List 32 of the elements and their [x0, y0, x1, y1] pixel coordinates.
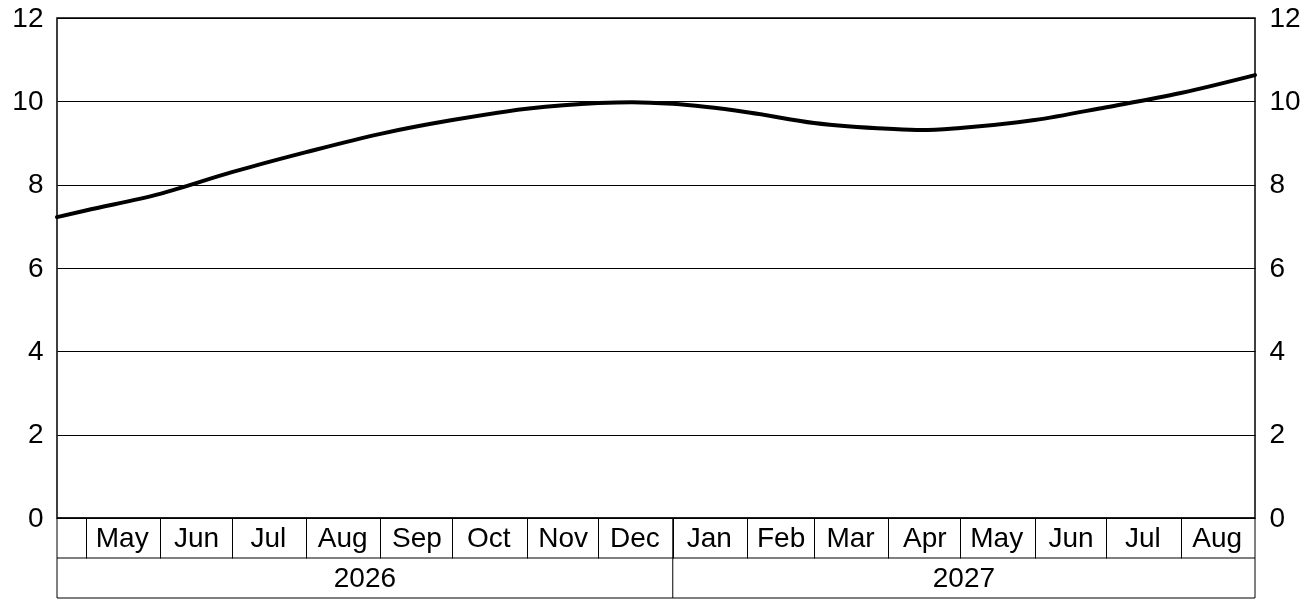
y-tick-label: 0	[27, 501, 44, 533]
y2-tick-label: 6	[1269, 251, 1286, 283]
y-tick-label: 4	[27, 334, 44, 366]
y-tick-label: 8	[27, 168, 44, 200]
x-tick-label: Jul	[250, 521, 287, 553]
x-tick-label: Jan	[686, 521, 732, 553]
text: 2027	[932, 562, 996, 593]
y2-tick-label: 2	[1269, 418, 1286, 450]
x-tick-label: Apr	[903, 521, 947, 553]
x-tick-label: Aug	[317, 521, 368, 553]
y-tick-label: 12	[12, 1, 44, 33]
x-tick-label: Nov	[538, 521, 588, 553]
y2-tick-label: 0	[1269, 501, 1286, 533]
x-tick-label: May	[95, 521, 149, 553]
y-tick-label: 10	[12, 84, 44, 116]
x-tick-label: Oct	[467, 521, 511, 553]
x-tick-label: Jun	[173, 521, 220, 553]
y2-tick-label: 12	[1269, 1, 1301, 33]
x-tick-label: Jul	[1124, 521, 1161, 553]
x-tick-label: May	[970, 521, 1024, 553]
x-tick-label: Dec	[610, 521, 660, 553]
x-tick-label: Jun	[1048, 521, 1094, 553]
x-tick-label: Feb	[756, 521, 806, 553]
y-tick-label: 2	[27, 418, 44, 450]
text: 2026	[333, 562, 397, 593]
y-tick-label: 6	[27, 251, 44, 283]
y2-tick-label: 8	[1269, 168, 1286, 200]
y2-tick-label: 10	[1269, 84, 1301, 116]
y2-tick-label: 4	[1269, 334, 1286, 366]
x-tick-label: Sep	[391, 521, 442, 553]
x-tick-label: Aug	[1192, 521, 1243, 553]
x-tick-label: Mar	[826, 521, 875, 553]
